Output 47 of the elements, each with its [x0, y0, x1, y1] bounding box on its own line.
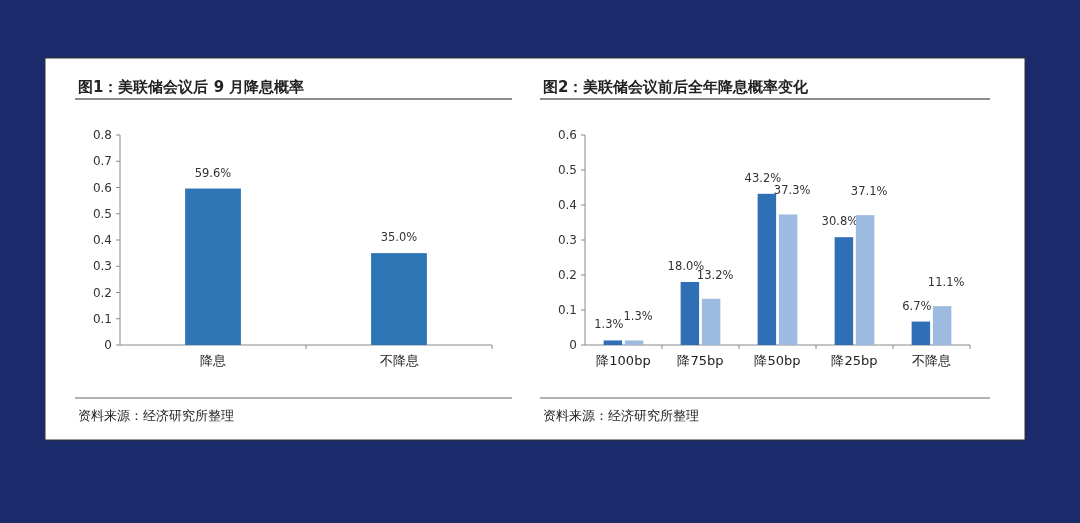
- bar: [603, 340, 623, 345]
- bar: [680, 282, 700, 345]
- y-tick-label: 0: [104, 338, 112, 352]
- y-tick-label: 0.8: [92, 128, 112, 142]
- y-tick-label: 0.7: [92, 154, 112, 169]
- y-tick-label: 0.3: [92, 259, 112, 274]
- x-tick-label: 降75bp: [677, 353, 724, 368]
- bar: [834, 237, 854, 345]
- bar: [932, 306, 952, 345]
- data-label: 6.7%: [902, 298, 932, 313]
- text: 资料来源：经济研究所整理: [78, 408, 234, 423]
- y-tick-label: 0.5: [92, 206, 112, 221]
- bar: [855, 215, 875, 345]
- text: 资料来源：经济研究所整理: [543, 408, 699, 423]
- data-label: 35.0%: [380, 230, 418, 245]
- data-label: 37.3%: [773, 183, 811, 198]
- data-label: 1.3%: [623, 309, 653, 324]
- y-tick-label: 0.4: [92, 233, 112, 247]
- bar: [757, 193, 777, 345]
- y-tick-label: 0.1: [92, 311, 112, 326]
- bar: [778, 214, 798, 345]
- x-tick-label: 降25bp: [831, 353, 878, 368]
- y-tick-label: 0.1: [557, 303, 577, 317]
- y-tick-label: 0.4: [557, 198, 577, 212]
- bar: [624, 340, 644, 345]
- x-tick-label: 降息: [200, 353, 226, 368]
- x-tick-label: 不降息: [912, 353, 951, 368]
- data-label: 1.3%: [594, 317, 624, 332]
- x-tick-label: 降50bp: [754, 353, 801, 368]
- data-label: 11.1%: [927, 275, 965, 290]
- y-tick-label: 0.3: [557, 233, 577, 247]
- y-tick-label: 0.2: [92, 285, 112, 300]
- bar: [911, 321, 931, 345]
- y-tick-label: 0.5: [557, 163, 577, 177]
- y-tick-label: 0.2: [557, 268, 577, 282]
- bar: [701, 298, 721, 345]
- data-label: 59.6%: [194, 165, 232, 180]
- chart-title: 图2：美联储会议前后全年降息概率变化: [543, 78, 810, 96]
- y-tick-label: 0.6: [557, 128, 577, 142]
- y-tick-label: 0: [569, 338, 577, 352]
- chart-title: 图1：美联储会议后 9 月降息概率: [78, 78, 305, 96]
- data-label: 37.1%: [850, 184, 888, 199]
- y-tick-label: 0.6: [92, 180, 112, 195]
- x-tick-label: 不降息: [379, 353, 419, 368]
- data-label: 30.8%: [821, 214, 859, 229]
- x-tick-label: 降100bp: [596, 353, 651, 368]
- data-label: 43.2%: [744, 170, 782, 185]
